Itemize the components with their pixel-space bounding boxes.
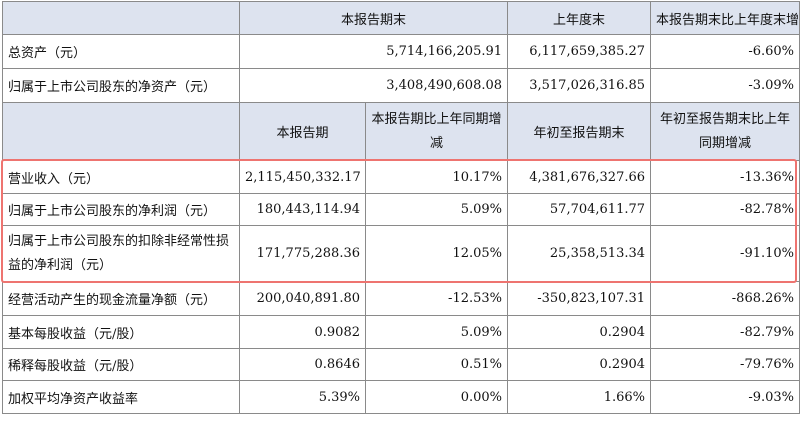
cell-period: 2,115,450,332.17 [239, 160, 366, 194]
row-label: 营业收入（元） [2, 160, 240, 194]
cell-ytd: 1.66% [507, 380, 652, 414]
row-label: 归属于上市公司股东的净利润（元） [2, 193, 240, 226]
cell-prev: 6,117,659,385.27 [507, 34, 652, 69]
row-revenue: 营业收入（元） 2,115,450,332.17 10.17% 4,381,67… [2, 160, 801, 194]
row-total-assets: 总资产（元） 5,714,166,205.91 6,117,659,385.27… [2, 34, 801, 69]
cell-change: -3.09% [650, 68, 801, 103]
row-diluted-eps: 稀释每股收益（元/股） 0.8646 0.51% 0.2904 -79.76% [2, 348, 801, 381]
header-period-change: 本报告期比上年同期增减 [364, 102, 509, 161]
cell-ytd: 0.2904 [507, 315, 652, 349]
cell-ytd: 0.2904 [507, 348, 652, 381]
cell-period-change: 0.51% [364, 348, 509, 381]
row-label: 总资产（元） [2, 34, 240, 69]
row-operating-cash-flow: 经营活动产生的现金流量净额（元） 200,040,891.80 -12.53% … [2, 281, 801, 316]
cell-period: 0.9082 [239, 315, 366, 349]
cell-ytd: -350,823,107.31 [507, 281, 652, 316]
cell-ytd-change: -9.03% [650, 380, 801, 414]
cell-ytd: 57,704,611.77 [507, 193, 652, 226]
cell-ytd-change: -82.79% [650, 315, 801, 349]
row-net-profit-excl-nonrecurring: 归属于上市公司股东的扣除非经常性损益的净利润（元） 171,775,288.36… [2, 225, 801, 282]
cell-period-change: 5.09% [364, 193, 509, 226]
row-net-profit: 归属于上市公司股东的净利润（元） 180,443,114.94 5.09% 57… [2, 193, 801, 226]
row-label: 稀释每股收益（元/股） [2, 348, 240, 381]
cell-ytd-change: -13.36% [650, 160, 801, 194]
cell-period: 180,443,114.94 [239, 193, 366, 226]
cell-period: 5.39% [239, 380, 366, 414]
row-basic-eps: 基本每股收益（元/股） 0.9082 5.09% 0.2904 -82.79% [2, 315, 801, 349]
cell-period: 200,040,891.80 [239, 281, 366, 316]
cell-period-change: 12.05% [364, 225, 509, 282]
header-period: 本报告期 [239, 102, 366, 161]
header-ytd-change: 年初至报告期末比上年同期增减 [650, 102, 801, 161]
row-label: 加权平均净资产收益率 [2, 380, 240, 414]
cell-change: -6.60% [650, 34, 801, 69]
cell-prev: 3,517,026,316.85 [507, 68, 652, 103]
cell-ytd: 4,381,676,327.66 [507, 160, 652, 194]
cell-period: 0.8646 [239, 348, 366, 381]
cell-ytd-change: -79.76% [650, 348, 801, 381]
cell-period-change: 0.00% [364, 380, 509, 414]
row-label: 归属于上市公司股东的扣除非经常性损益的净利润（元） [2, 225, 240, 282]
header-change-vs-prev-year: 本报告期末比上年度末增减 [650, 1, 801, 35]
header-blank-1 [2, 1, 240, 35]
row-weighted-roe: 加权平均净资产收益率 5.39% 0.00% 1.66% -9.03% [2, 380, 801, 414]
row-label: 基本每股收益（元/股） [2, 315, 240, 349]
cell-ytd-change: -91.10% [650, 225, 801, 282]
cell-ytd-change: -868.26% [650, 281, 801, 316]
cell-period-change: -12.53% [364, 281, 509, 316]
cell-ytd: 25,358,513.34 [507, 225, 652, 282]
header-blank-2 [2, 102, 240, 161]
cell-period-change: 10.17% [364, 160, 509, 194]
cell-period-change: 5.09% [364, 315, 509, 349]
row-net-assets: 归属于上市公司股东的净资产（元） 3,408,490,608.08 3,517,… [2, 68, 801, 103]
row-label: 归属于上市公司股东的净资产（元） [2, 68, 240, 103]
cell-current: 5,714,166,205.91 [238, 34, 509, 69]
cell-current: 3,408,490,608.08 [238, 68, 509, 103]
header-row-income: 本报告期 本报告期比上年同期增减 年初至报告期末 年初至报告期末比上年同期增减 [2, 102, 801, 161]
row-label: 经营活动产生的现金流量净额（元） [2, 281, 240, 316]
cell-period: 171,775,288.36 [239, 225, 366, 282]
cell-ytd-change: -82.78% [650, 193, 801, 226]
header-row-balance: 本报告期末 上年度末 本报告期末比上年度末增减 [2, 1, 801, 35]
header-current-period-end: 本报告期末 [238, 1, 509, 35]
financial-summary-table: 本报告期末 上年度末 本报告期末比上年度末增减 总资产（元） 5,714,166… [2, 1, 801, 414]
header-ytd: 年初至报告期末 [507, 102, 652, 161]
header-prev-year-end: 上年度末 [507, 1, 652, 35]
